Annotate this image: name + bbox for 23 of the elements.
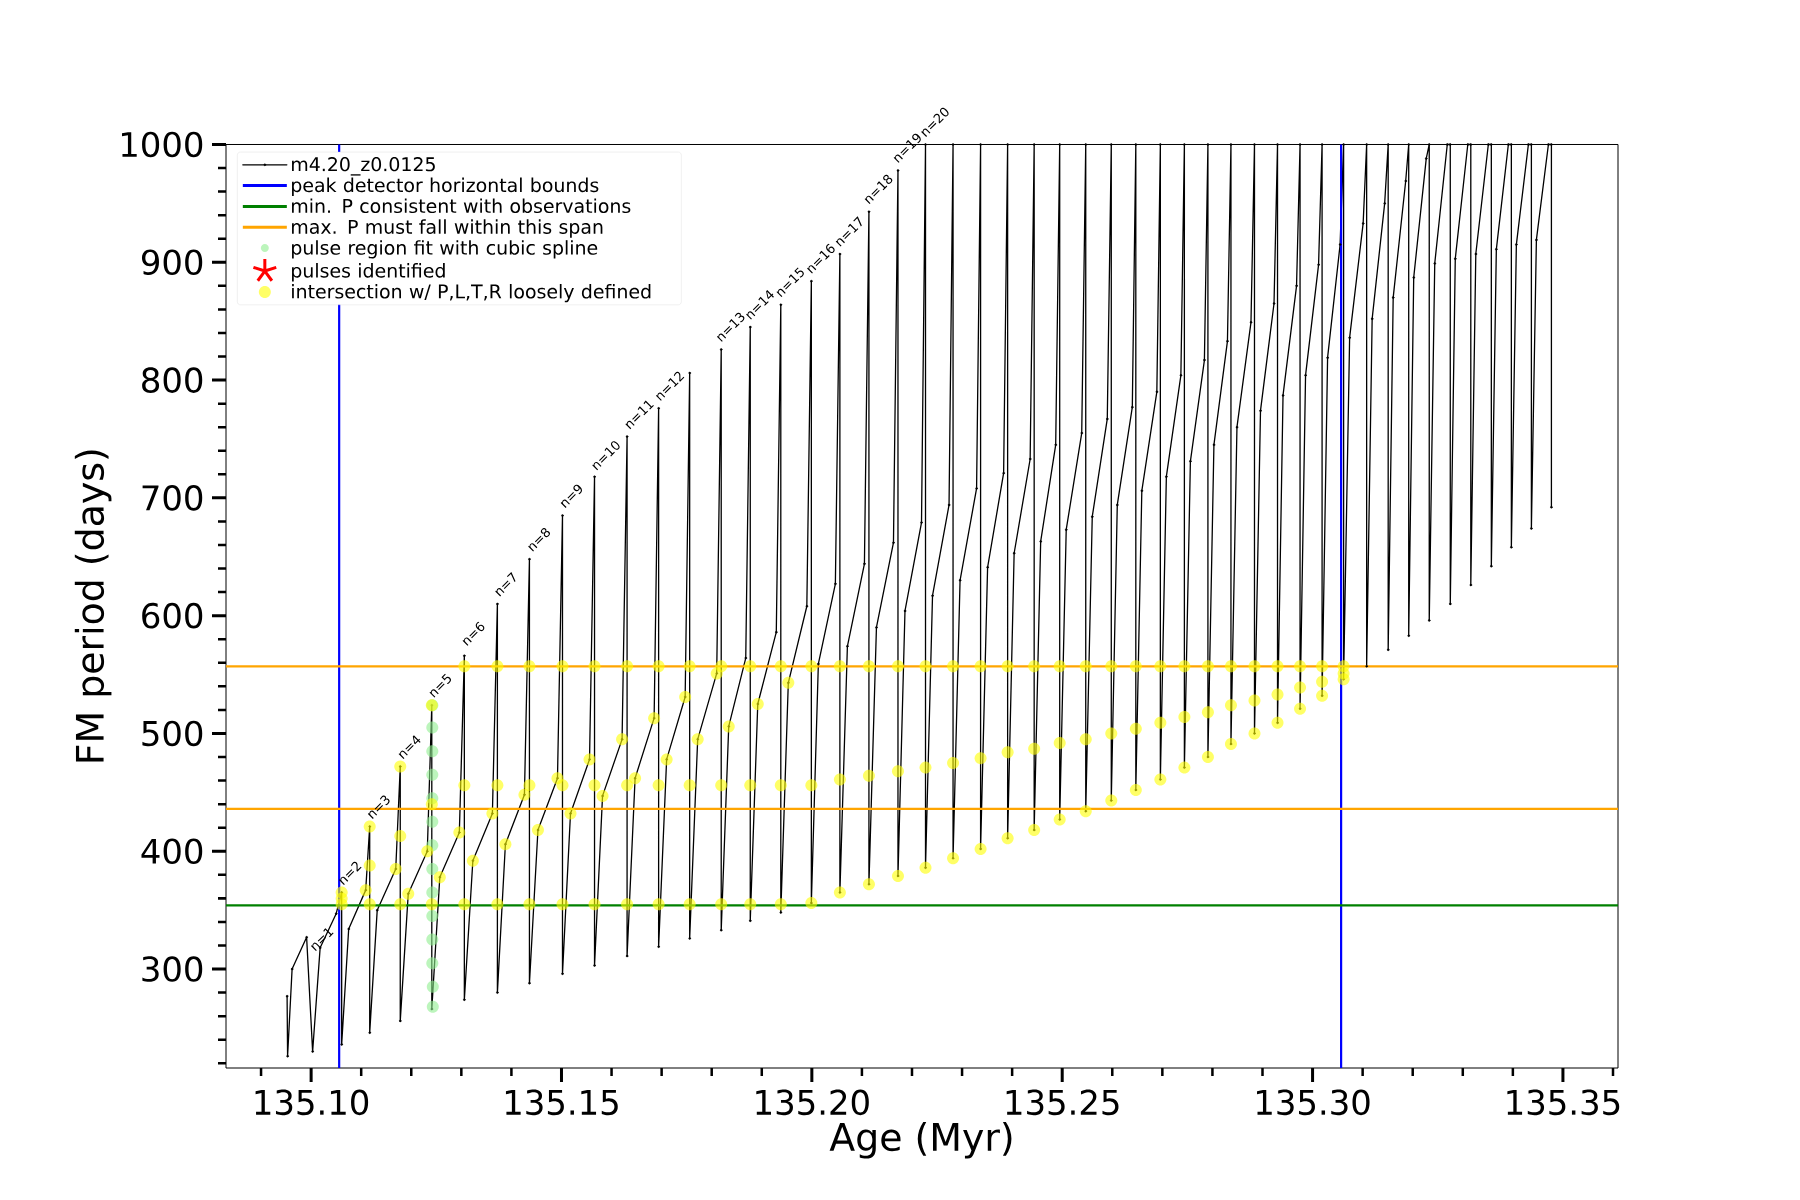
legend-label: m4.20_z0.0125 (292, 157, 435, 176)
y-tick-label: 500 (142, 720, 203, 747)
y-tick-label: 700 (142, 485, 203, 511)
x-tick-label: 135.25 (1006, 1089, 1119, 1116)
legend-label: intersection w/ P,L,T,R loosely defined (292, 283, 651, 303)
legend-label: pulses identified (292, 263, 445, 282)
y-tick-label: 900 (141, 249, 203, 276)
y-tick-label: 1000 (121, 131, 203, 158)
legend-label: pulse region fit with cubic spline (292, 240, 598, 259)
y-tick-label: 600 (142, 602, 203, 629)
x-tick-label: 135.15 (505, 1089, 618, 1116)
x-tick-label: 135.20 (756, 1089, 869, 1116)
y-tick-label: 800 (142, 367, 203, 393)
y-tick-label: 300 (142, 956, 203, 982)
y-tick-label: 400 (141, 838, 203, 865)
x-tick-label: 135.35 (1507, 1089, 1620, 1116)
x-tick-label: 135.30 (1257, 1089, 1370, 1116)
legend-label: min. P consistent with observations (292, 198, 631, 214)
x-tick-label: 135.10 (255, 1089, 369, 1116)
legend-label: max. P must fall within this span (292, 219, 603, 238)
x-axis-title: Age (Myr) (829, 1121, 1012, 1159)
y-axis-title: FM period (days) (74, 450, 112, 762)
ref-line-label: peak detector horizontal bounds (292, 177, 599, 196)
